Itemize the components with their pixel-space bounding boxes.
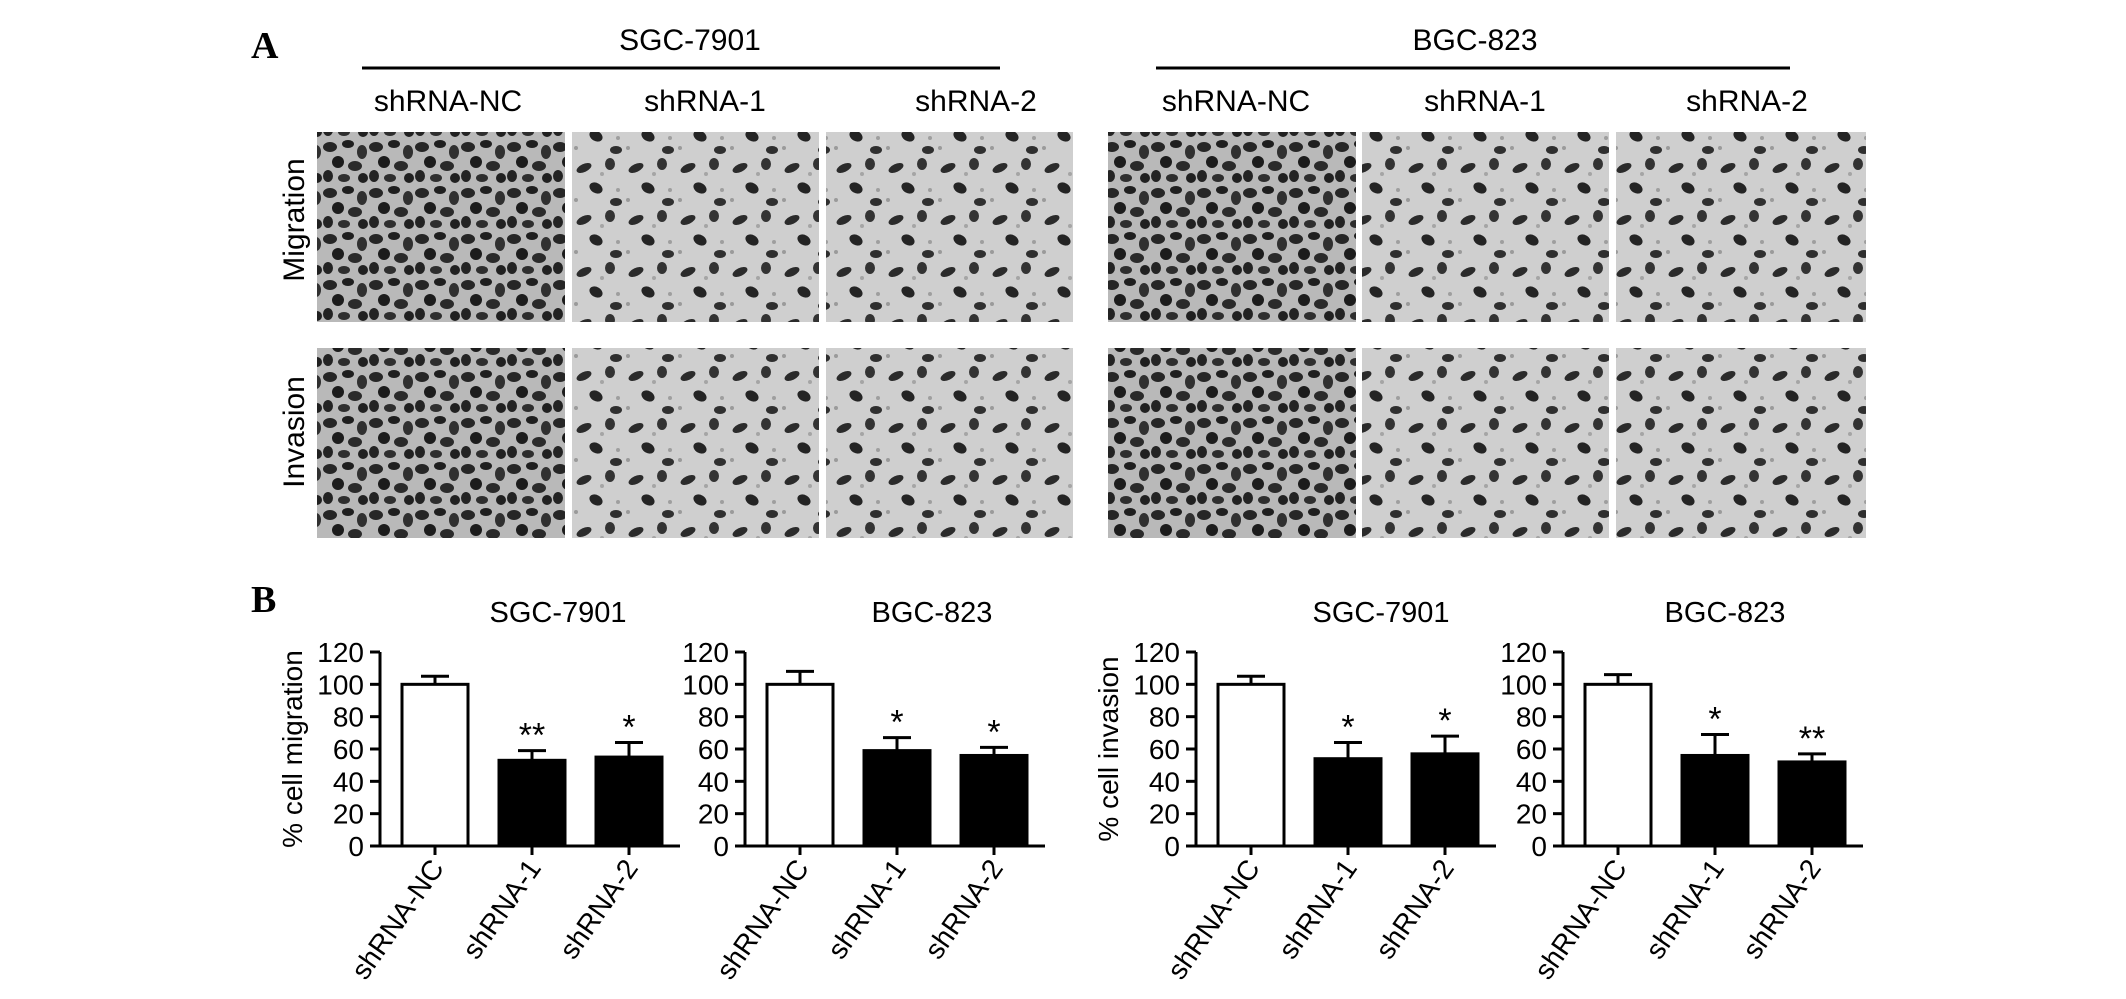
y-tick-label: 120 — [1133, 637, 1180, 668]
bar-shrna-nc — [400, 682, 470, 848]
bar-shrna-1 — [1680, 753, 1750, 848]
micrograph-invasion-1 — [317, 348, 565, 538]
significance-marker: ** — [519, 717, 545, 755]
y-tick-label: 80 — [1516, 702, 1547, 733]
chart-title: SGC-7901 — [1312, 597, 1449, 629]
y-tick-label: 80 — [333, 702, 364, 733]
y-tick-label: 0 — [1164, 831, 1180, 862]
significance-marker: * — [987, 713, 1000, 751]
bar-shrna-nc — [1216, 682, 1286, 848]
bar-shrna-nc — [765, 682, 835, 848]
x-tick-label: shRNA-1 — [1272, 854, 1363, 965]
significance-marker: * — [1438, 702, 1451, 740]
row-label-invasion: Invasion — [278, 376, 311, 488]
bar-shrna-2 — [1777, 760, 1847, 848]
micrograph-migration-2 — [572, 132, 819, 322]
micrograph-invasion-3 — [826, 348, 1073, 538]
y-tick-label: 60 — [1149, 734, 1180, 765]
x-tick-label: shRNA-1 — [456, 854, 547, 965]
micrograph-migration-6 — [1616, 132, 1866, 322]
bar-shrna-1 — [497, 758, 567, 848]
group-title-sgc7901: SGC-7901 — [619, 24, 761, 57]
bar-shrna-2 — [594, 755, 664, 848]
y-tick-label: 20 — [1149, 799, 1180, 830]
panel-a-group-bgc823: BGC-823 shRNA-NC shRNA-1 shRNA-2 — [1156, 24, 1808, 118]
chart-title: SGC-7901 — [489, 597, 626, 629]
y-tick-label: 120 — [1500, 637, 1547, 668]
col-label-shrna-2: shRNA-2 — [1686, 85, 1808, 118]
x-tick-label: shRNA-2 — [553, 854, 644, 965]
micrograph-migration-5 — [1362, 132, 1609, 322]
panel-a-group-sgc7901: SGC-7901 shRNA-NC shRNA-1 shRNA-2 — [362, 24, 1037, 118]
col-label-shrna-2: shRNA-2 — [915, 85, 1037, 118]
y-tick-label: 0 — [1531, 831, 1547, 862]
bar-shrna-2 — [1410, 752, 1480, 848]
significance-marker: ** — [1799, 720, 1825, 758]
micrograph-invasion-2 — [572, 348, 819, 538]
y-tick-label: 100 — [1500, 669, 1547, 700]
y-tick-label: 60 — [698, 734, 729, 765]
significance-marker: * — [1341, 709, 1354, 747]
x-tick-label: shRNA-NC — [345, 854, 450, 985]
y-tick-label: 100 — [1133, 669, 1180, 700]
y-axis-title: % cell invasion — [1093, 656, 1124, 841]
bar-shrna-2 — [959, 753, 1029, 848]
y-tick-label: 120 — [317, 637, 364, 668]
chart-title: BGC-823 — [1665, 597, 1786, 629]
row-label-migration: Migration — [278, 158, 311, 281]
bar-shrna-1 — [1313, 757, 1383, 848]
micrograph-migration-4 — [1108, 132, 1356, 322]
y-tick-label: 120 — [682, 637, 729, 668]
y-tick-label: 40 — [1149, 766, 1180, 797]
x-tick-label: shRNA-NC — [1161, 854, 1266, 985]
x-tick-label: shRNA-2 — [1369, 854, 1460, 965]
chart-title: BGC-823 — [872, 597, 993, 629]
x-tick-label: shRNA-2 — [918, 854, 1009, 965]
x-tick-label: shRNA-1 — [821, 854, 912, 965]
x-tick-label: shRNA-2 — [1736, 854, 1827, 965]
group-title-bgc823: BGC-823 — [1412, 24, 1537, 57]
y-tick-label: 100 — [682, 669, 729, 700]
bar-charts: SGC-7901% cell migration 020406080100120s… — [277, 597, 1863, 985]
significance-marker: * — [890, 704, 903, 742]
significance-marker: * — [1708, 700, 1721, 738]
y-tick-label: 20 — [698, 799, 729, 830]
micrograph-migration-3 — [826, 132, 1073, 322]
significance-marker: * — [622, 709, 635, 747]
y-tick-label: 20 — [1516, 799, 1547, 830]
y-tick-label: 0 — [348, 831, 364, 862]
y-tick-label: 40 — [333, 766, 364, 797]
micrograph-invasion-5 — [1362, 348, 1609, 538]
col-label-shrna-nc: shRNA-NC — [1162, 85, 1310, 118]
bar-shrna-1 — [862, 749, 932, 848]
y-tick-label: 60 — [1516, 734, 1547, 765]
y-tick-label: 60 — [333, 734, 364, 765]
panel-a-letter: A — [251, 25, 279, 67]
bar-shrna-nc — [1583, 682, 1653, 848]
micrograph-invasion-6 — [1616, 348, 1866, 538]
y-tick-label: 0 — [713, 831, 729, 862]
col-label-shrna-1: shRNA-1 — [1424, 85, 1546, 118]
y-tick-label: 80 — [1149, 702, 1180, 733]
y-tick-label: 20 — [333, 799, 364, 830]
x-tick-label: shRNA-1 — [1639, 854, 1730, 965]
micrograph-migration-1 — [317, 132, 565, 322]
micrograph-invasion-4 — [1108, 348, 1356, 538]
micrograph-grid — [317, 132, 1866, 538]
panel-b-letter: B — [251, 579, 276, 621]
x-tick-label: shRNA-NC — [1528, 854, 1633, 985]
col-label-shrna-1: shRNA-1 — [644, 85, 766, 118]
y-tick-label: 100 — [317, 669, 364, 700]
y-tick-label: 40 — [698, 766, 729, 797]
col-label-shrna-nc: shRNA-NC — [374, 85, 522, 118]
y-tick-label: 40 — [1516, 766, 1547, 797]
y-tick-label: 80 — [698, 702, 729, 733]
x-tick-label: shRNA-NC — [710, 854, 815, 985]
y-axis-title: % cell migration — [277, 650, 308, 848]
